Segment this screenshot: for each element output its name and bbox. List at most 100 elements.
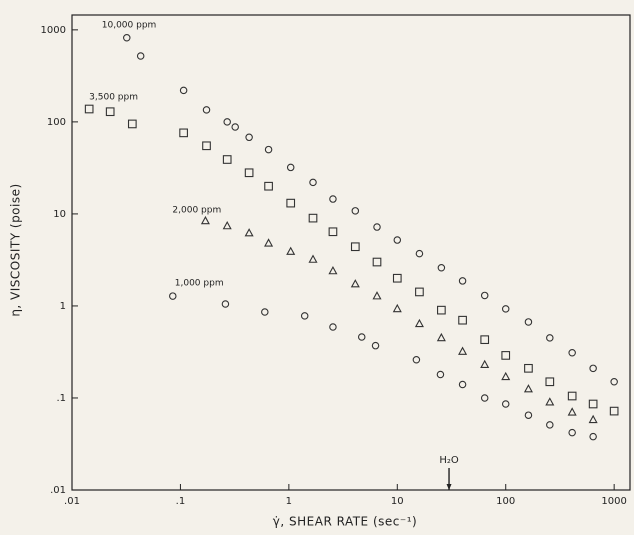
data-point bbox=[502, 373, 509, 380]
series-label: 10,000 ppm bbox=[102, 20, 157, 30]
data-point bbox=[393, 274, 401, 282]
data-point bbox=[287, 248, 294, 255]
data-point bbox=[309, 256, 316, 263]
data-point bbox=[180, 129, 188, 137]
data-point bbox=[525, 412, 531, 418]
x-tick-label: 1000 bbox=[601, 496, 626, 507]
data-point bbox=[372, 342, 378, 348]
data-point bbox=[416, 320, 423, 327]
data-point bbox=[416, 288, 424, 296]
y-tick-label: 100 bbox=[47, 117, 66, 128]
data-point bbox=[310, 179, 316, 185]
data-point bbox=[222, 301, 228, 307]
data-point bbox=[437, 371, 443, 377]
data-point bbox=[590, 416, 597, 423]
y-tick-label: 1 bbox=[60, 301, 66, 312]
data-point bbox=[309, 214, 317, 222]
data-point bbox=[416, 250, 422, 256]
data-point bbox=[482, 395, 488, 401]
data-point bbox=[482, 292, 488, 298]
data-point bbox=[352, 243, 360, 251]
data-point bbox=[394, 305, 401, 312]
data-point bbox=[180, 87, 186, 93]
data-point bbox=[525, 385, 532, 392]
data-point bbox=[124, 35, 130, 41]
y-tick-label: 10 bbox=[53, 209, 66, 220]
data-point bbox=[262, 309, 268, 315]
data-point bbox=[85, 105, 93, 113]
data-point bbox=[203, 107, 209, 113]
x-tick-label: 100 bbox=[496, 496, 515, 507]
chart: γ̇, SHEAR RATE (sec⁻¹) η, VISCOSITY (poi… bbox=[0, 0, 634, 535]
data-point bbox=[137, 53, 143, 59]
data-point bbox=[610, 407, 618, 415]
data-point bbox=[373, 258, 381, 266]
data-point bbox=[413, 357, 419, 363]
data-point bbox=[170, 293, 176, 299]
data-point bbox=[352, 280, 359, 287]
data-point bbox=[352, 208, 358, 214]
x-tick-label: 1 bbox=[286, 496, 292, 507]
data-point bbox=[503, 306, 509, 312]
data-point bbox=[459, 278, 465, 284]
data-point bbox=[129, 120, 137, 128]
data-point bbox=[374, 224, 380, 230]
data-point bbox=[502, 352, 510, 360]
data-point bbox=[525, 365, 533, 373]
data-point bbox=[302, 313, 308, 319]
data-point bbox=[223, 156, 231, 164]
data-point bbox=[438, 306, 446, 314]
data-point bbox=[224, 222, 231, 229]
x-tick-label: .01 bbox=[64, 496, 80, 507]
data-point bbox=[503, 401, 509, 407]
plot-frame bbox=[72, 15, 630, 490]
y-tick-label: .1 bbox=[56, 393, 66, 404]
data-point bbox=[394, 237, 400, 243]
data-point bbox=[359, 334, 365, 340]
data-point bbox=[546, 378, 554, 386]
data-point bbox=[569, 350, 575, 356]
data-point bbox=[224, 119, 230, 125]
data-point bbox=[481, 361, 488, 368]
data-point bbox=[287, 199, 295, 207]
data-point bbox=[203, 142, 211, 150]
series-label: 3,500 ppm bbox=[89, 93, 138, 103]
x-axis-title: γ̇, SHEAR RATE (sec⁻¹) bbox=[273, 515, 417, 529]
data-point bbox=[329, 228, 337, 236]
x-tick-label: 10 bbox=[391, 496, 404, 507]
page: γ̇, SHEAR RATE (sec⁻¹) η, VISCOSITY (poi… bbox=[0, 0, 634, 535]
y-axis-title: η, VISCOSITY (poise) bbox=[9, 183, 23, 316]
data-point bbox=[246, 134, 252, 140]
data-point bbox=[438, 265, 444, 271]
data-point bbox=[265, 182, 273, 190]
data-point bbox=[547, 335, 553, 341]
series-label: 1,000 ppm bbox=[175, 279, 224, 289]
data-point bbox=[329, 267, 336, 274]
data-point bbox=[106, 108, 114, 116]
data-point bbox=[569, 429, 575, 435]
data-point bbox=[590, 365, 596, 371]
data-point bbox=[546, 398, 553, 405]
data-point bbox=[202, 217, 209, 224]
data-point bbox=[330, 324, 336, 330]
series-label: 2,000 ppm bbox=[172, 205, 221, 215]
data-point bbox=[246, 229, 253, 236]
annotation-arrowhead bbox=[447, 484, 452, 490]
data-point bbox=[481, 336, 489, 344]
data-point bbox=[232, 124, 238, 130]
data-point bbox=[569, 408, 576, 415]
data-point bbox=[611, 379, 617, 385]
y-tick-label: .01 bbox=[50, 485, 66, 496]
data-point bbox=[547, 422, 553, 428]
data-point bbox=[459, 348, 466, 355]
data-point bbox=[245, 169, 253, 177]
data-point bbox=[265, 146, 271, 152]
data-point bbox=[459, 316, 467, 324]
data-point bbox=[265, 239, 272, 246]
data-point bbox=[459, 381, 465, 387]
data-point bbox=[525, 319, 531, 325]
data-point bbox=[288, 164, 294, 170]
data-point bbox=[373, 292, 380, 299]
data-point bbox=[590, 433, 596, 439]
annotation-label: H₂O bbox=[439, 455, 459, 466]
